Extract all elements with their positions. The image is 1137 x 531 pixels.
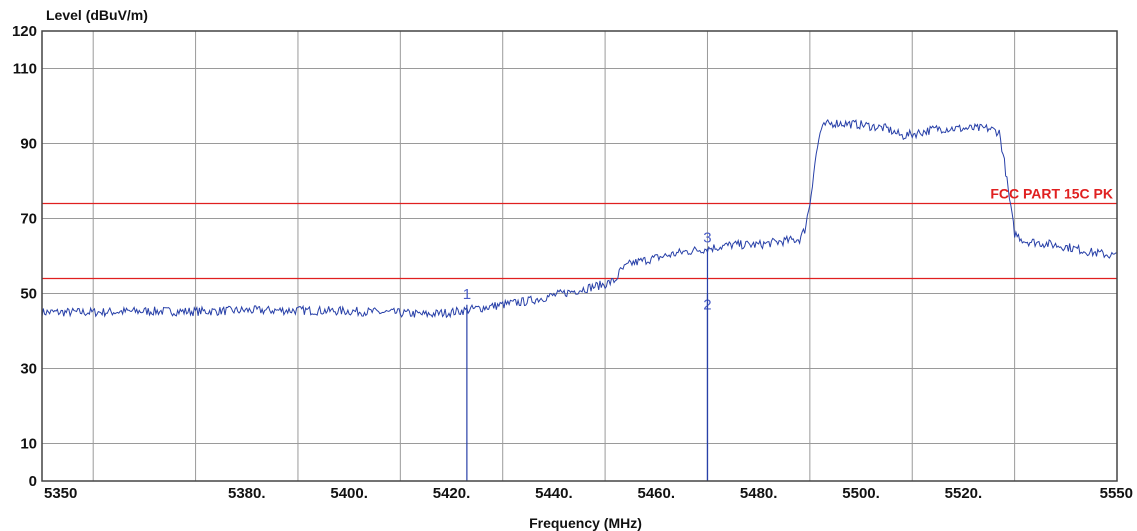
x-tick-label: 5550	[1100, 485, 1133, 502]
y-tick-label: 120	[12, 23, 37, 40]
x-tick-label: 5400.	[330, 485, 368, 502]
x-tick-label: 5440.	[535, 485, 573, 502]
y-tick-label: 90	[20, 136, 37, 153]
y-axis-title: Level (dBuV/m)	[46, 7, 148, 23]
marker-label: 3	[703, 230, 711, 247]
x-axis-title: Frequency (MHz)	[529, 515, 642, 531]
marker-label: 1	[463, 286, 471, 303]
y-tick-label: 70	[20, 211, 37, 228]
x-tick-label: 5350	[44, 485, 77, 502]
trace-layer	[41, 119, 1118, 319]
grid	[42, 31, 1117, 481]
x-tick-label: 5500.	[842, 485, 880, 502]
plot-frame	[41, 30, 1118, 482]
y-tick-label: 10	[20, 436, 37, 453]
x-tick-labels: 5350 5380. 5400. 5420. 5440. 5460. 5480. 5500. 5…	[44, 485, 1133, 502]
label-layer: FCC PART 15C PK Level (dBuV/m) Frequency…	[46, 7, 1113, 531]
x-tick-label: 5460.	[638, 485, 676, 502]
x-tick-label: 5380.	[228, 485, 266, 502]
y-tick-labels: 0 10 30 50 70 90 110 120	[12, 23, 37, 490]
markers: 123	[463, 230, 712, 481]
limit-line-label: FCC PART 15C PK	[990, 186, 1113, 202]
y-tick-label: 0	[29, 473, 37, 490]
y-tick-label: 30	[20, 361, 37, 378]
x-tick-label: 5480.	[740, 485, 778, 502]
y-tick-label: 110	[13, 61, 37, 78]
spectrum-trace	[41, 119, 1118, 319]
x-tick-label: 5420.	[433, 485, 471, 502]
y-tick-label: 50	[20, 286, 37, 303]
limit-lines	[42, 202, 1117, 280]
x-tick-label: 5520.	[945, 485, 983, 502]
